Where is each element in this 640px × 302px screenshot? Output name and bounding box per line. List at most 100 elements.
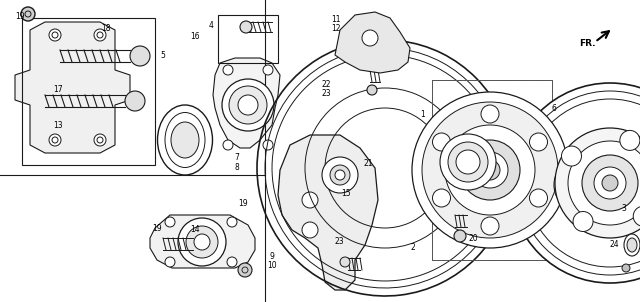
Ellipse shape (194, 234, 210, 250)
Text: 14: 14 (190, 225, 200, 234)
Circle shape (620, 130, 640, 150)
Text: 9: 9 (269, 252, 275, 261)
Circle shape (433, 189, 451, 207)
Polygon shape (278, 135, 378, 290)
Circle shape (49, 134, 61, 146)
Circle shape (94, 29, 106, 41)
Circle shape (445, 125, 535, 215)
Ellipse shape (178, 218, 226, 266)
Ellipse shape (171, 122, 199, 158)
Text: 3: 3 (621, 204, 627, 213)
Bar (432, 80, 552, 260)
Polygon shape (15, 22, 130, 153)
Circle shape (165, 257, 175, 267)
Ellipse shape (624, 234, 640, 256)
Circle shape (125, 91, 145, 111)
Circle shape (577, 185, 593, 201)
Text: FR.: FR. (579, 38, 595, 47)
Circle shape (412, 92, 568, 248)
Text: 19: 19 (152, 223, 162, 233)
Text: 2: 2 (410, 243, 415, 252)
Bar (22, 18, 155, 165)
Text: 11: 11 (332, 15, 340, 24)
Circle shape (472, 152, 508, 188)
Circle shape (302, 192, 318, 208)
Circle shape (422, 102, 558, 238)
Text: 10: 10 (267, 261, 277, 270)
Circle shape (21, 7, 35, 21)
Circle shape (367, 85, 377, 95)
Circle shape (456, 150, 480, 174)
Circle shape (460, 140, 520, 200)
Ellipse shape (165, 113, 205, 168)
Text: 20: 20 (468, 234, 479, 243)
Circle shape (322, 157, 358, 193)
Text: 19: 19 (238, 199, 248, 208)
Ellipse shape (554, 165, 582, 205)
Ellipse shape (574, 178, 596, 208)
Circle shape (94, 134, 106, 146)
Text: 13: 13 (52, 121, 63, 130)
Circle shape (49, 29, 61, 41)
Circle shape (240, 21, 252, 33)
Circle shape (330, 165, 350, 185)
Circle shape (602, 175, 618, 191)
Ellipse shape (186, 226, 218, 258)
Circle shape (480, 160, 500, 180)
Text: 12: 12 (332, 24, 340, 33)
Circle shape (529, 189, 547, 207)
Circle shape (433, 133, 451, 151)
Text: 18: 18 (101, 24, 110, 33)
Circle shape (165, 217, 175, 227)
Ellipse shape (560, 174, 576, 196)
Ellipse shape (238, 95, 258, 115)
Circle shape (529, 133, 547, 151)
Text: 16: 16 (190, 32, 200, 41)
Text: 24: 24 (609, 240, 620, 249)
Circle shape (573, 211, 593, 232)
Circle shape (238, 263, 252, 277)
Circle shape (622, 264, 630, 272)
Text: 15: 15 (340, 189, 351, 198)
Circle shape (594, 167, 626, 199)
Circle shape (263, 65, 273, 75)
Text: 23: 23 (334, 237, 344, 246)
Ellipse shape (222, 79, 274, 131)
Circle shape (340, 257, 350, 267)
Text: 19: 19 (15, 12, 26, 21)
Circle shape (362, 30, 378, 46)
Circle shape (130, 46, 150, 66)
Text: 17: 17 (52, 85, 63, 94)
Circle shape (481, 217, 499, 235)
Circle shape (223, 65, 233, 75)
Circle shape (633, 206, 640, 226)
Circle shape (335, 170, 345, 180)
Circle shape (481, 105, 499, 123)
Circle shape (555, 128, 640, 238)
Circle shape (227, 257, 237, 267)
Circle shape (582, 155, 638, 211)
Text: 8: 8 (234, 163, 239, 172)
Text: 7: 7 (234, 153, 239, 162)
Bar (432, 80, 552, 260)
Bar (218, 15, 278, 63)
Circle shape (227, 217, 237, 227)
Circle shape (302, 222, 318, 238)
Text: 23: 23 (321, 89, 332, 98)
Circle shape (510, 83, 640, 283)
Circle shape (440, 134, 496, 190)
Polygon shape (335, 12, 410, 73)
Circle shape (448, 142, 488, 182)
Ellipse shape (157, 105, 212, 175)
Text: 5: 5 (161, 51, 166, 60)
Polygon shape (150, 215, 255, 268)
Text: 21: 21 (364, 159, 372, 168)
Circle shape (454, 230, 466, 242)
Text: 6: 6 (551, 104, 556, 113)
Polygon shape (213, 58, 280, 148)
Ellipse shape (627, 238, 637, 252)
Ellipse shape (229, 86, 267, 124)
Circle shape (568, 141, 640, 225)
Circle shape (581, 189, 589, 197)
Circle shape (263, 140, 273, 150)
